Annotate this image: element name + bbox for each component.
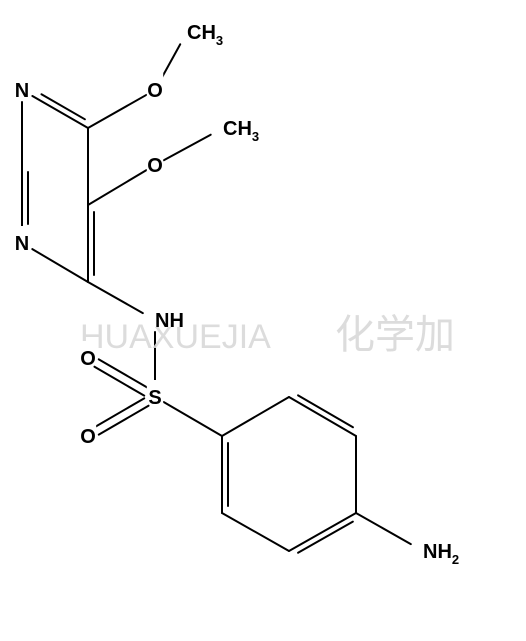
atom-label-O1: O (147, 80, 163, 102)
atom-label-O3: O (80, 348, 96, 370)
atom-label-N3: NH (155, 310, 184, 332)
atom-label-N1: N (15, 80, 29, 102)
watermark-text-cn: 化学加 (335, 313, 455, 357)
atom-label-O4: O (80, 426, 96, 448)
atom-label-O2: O (147, 155, 163, 177)
molecule-diagram: HUAXUEJIA化学加CH3ONNOCH3NHSOONH2 (0, 0, 526, 641)
atom-label-S: S (148, 387, 161, 409)
atom-label-N2: N (15, 233, 29, 255)
